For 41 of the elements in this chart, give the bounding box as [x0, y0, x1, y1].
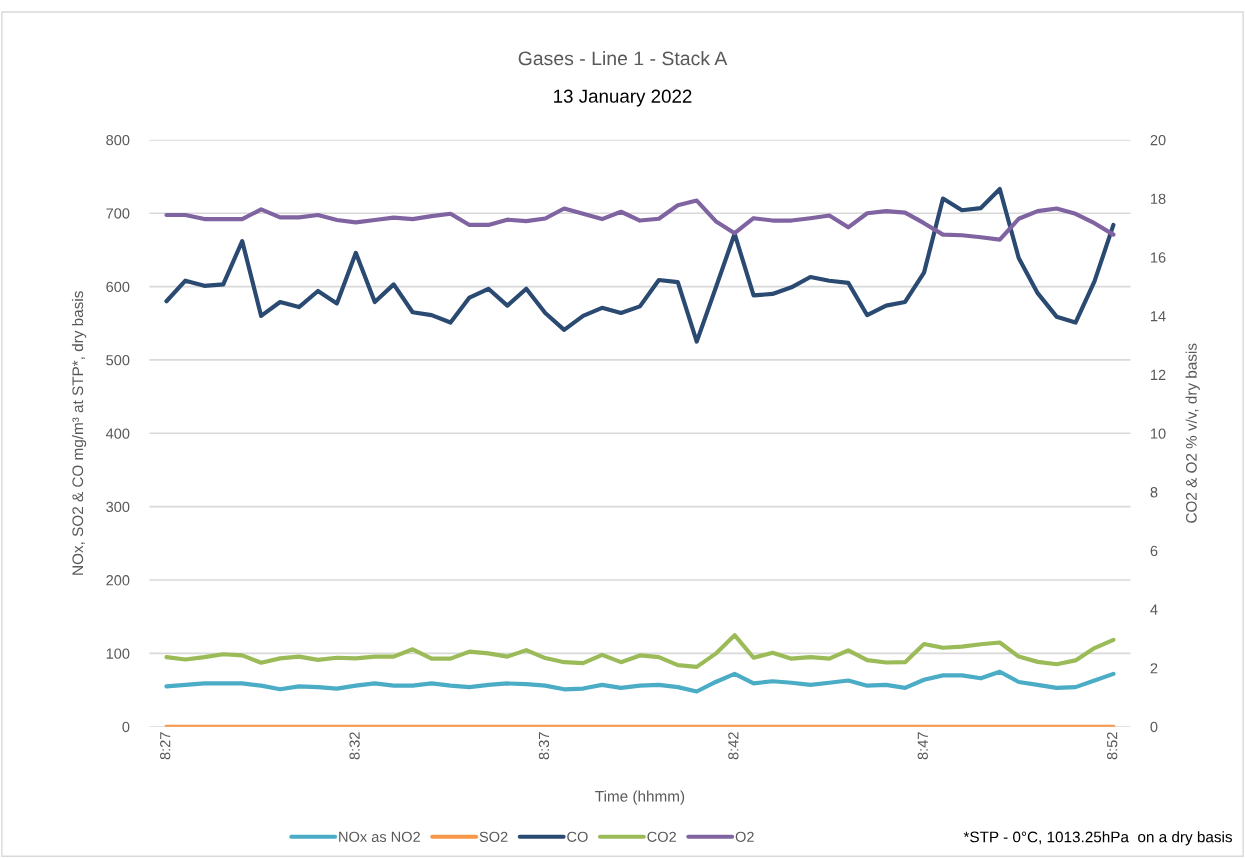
y-axis-title: NOx, SO2 & CO mg/m³ at STP*, dry basis	[71, 291, 87, 575]
legend-label: NOx as NO2	[339, 831, 420, 842]
y2-tick-label: 0	[1150, 721, 1158, 733]
legend-label: CO	[567, 831, 588, 842]
line-series	[164, 198, 1116, 242]
legend-label: CO2	[647, 831, 676, 842]
y-tick-label: 700	[106, 208, 130, 219]
y-tick-label: 0	[122, 721, 130, 733]
y2-tick-label: 20	[1150, 134, 1166, 146]
y-tick-label: 100	[106, 648, 130, 659]
y2-tick-label: 18	[1151, 193, 1166, 204]
legend-label: O2	[735, 831, 754, 842]
y2-tick-label: 4	[1150, 604, 1158, 615]
x-tick-label: 8:52	[1107, 732, 1118, 760]
y2-tick-label: 6	[1150, 545, 1158, 557]
line-series	[164, 669, 1116, 694]
y2-tick-label: 8	[1150, 487, 1158, 498]
line-series	[164, 186, 1116, 344]
y-tick-label: 500	[106, 355, 130, 366]
y2-tick-label: 2	[1150, 663, 1158, 674]
y2-tick-label: 10	[1151, 428, 1166, 439]
legend-label: SO2	[479, 831, 508, 842]
chart-title: Gases - Line 1 - Stack A	[518, 51, 728, 66]
text: *STP - 0°C, 1013.25hPa on a dry basis	[963, 831, 1233, 846]
y-tick-label: 600	[106, 281, 130, 292]
line-series	[164, 633, 1116, 669]
y-tick-label: 300	[106, 501, 130, 513]
y-tick-label: 800	[106, 134, 130, 146]
y2-axis-title: CO2 & O2 % v/v, dry basis	[1185, 343, 1200, 523]
x-tick-label: 8:37	[538, 732, 550, 760]
chart-subtitle: 13 January 2022	[554, 89, 692, 107]
x-tick-label: 8:27	[160, 732, 171, 760]
x-tick-label: 8:42	[728, 732, 739, 760]
y2-tick-label: 16	[1151, 252, 1166, 263]
x-tick-label: 8:47	[917, 732, 928, 760]
y2-tick-label: 12	[1151, 369, 1166, 380]
y2-tick-label: 14	[1151, 311, 1166, 322]
y-tick-label: 200	[106, 575, 130, 586]
x-axis-title: Time (hhmm)	[595, 790, 685, 805]
y-tick-label: 400	[105, 428, 130, 439]
x-tick-label: 8:32	[349, 732, 360, 760]
